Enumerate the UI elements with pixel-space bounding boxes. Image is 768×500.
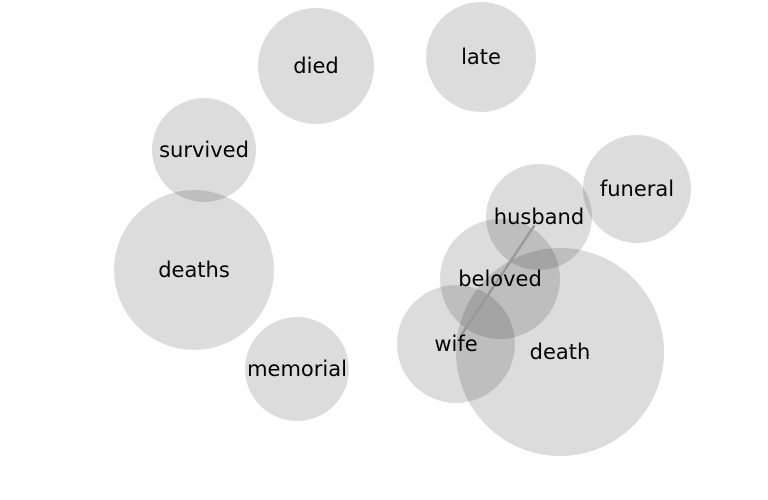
bubble-death [456, 248, 664, 456]
label-beloved: beloved [458, 267, 542, 291]
label-wife: wife [434, 332, 477, 356]
label-layer: died late survived funeral husband deaths belo… [158, 45, 674, 381]
bubble-memorial [245, 317, 349, 421]
bubble-funeral [583, 135, 691, 243]
label-late: late [461, 45, 501, 69]
bubble-survived [152, 98, 256, 202]
bubble-died [258, 8, 374, 124]
label-memorial: memorial [247, 357, 347, 381]
label-survived: survived [159, 138, 249, 162]
bubble-late [426, 2, 536, 112]
bubble-layer [114, 2, 691, 456]
label-death: death [530, 340, 591, 364]
bubble-wife [397, 285, 515, 403]
label-husband: husband [494, 205, 584, 229]
bubble-deaths [114, 190, 274, 350]
label-funeral: funeral [600, 177, 674, 201]
link-layer [460, 224, 536, 336]
label-deaths: deaths [158, 258, 230, 282]
link-husband-wife [460, 224, 536, 336]
label-died: died [293, 54, 338, 78]
